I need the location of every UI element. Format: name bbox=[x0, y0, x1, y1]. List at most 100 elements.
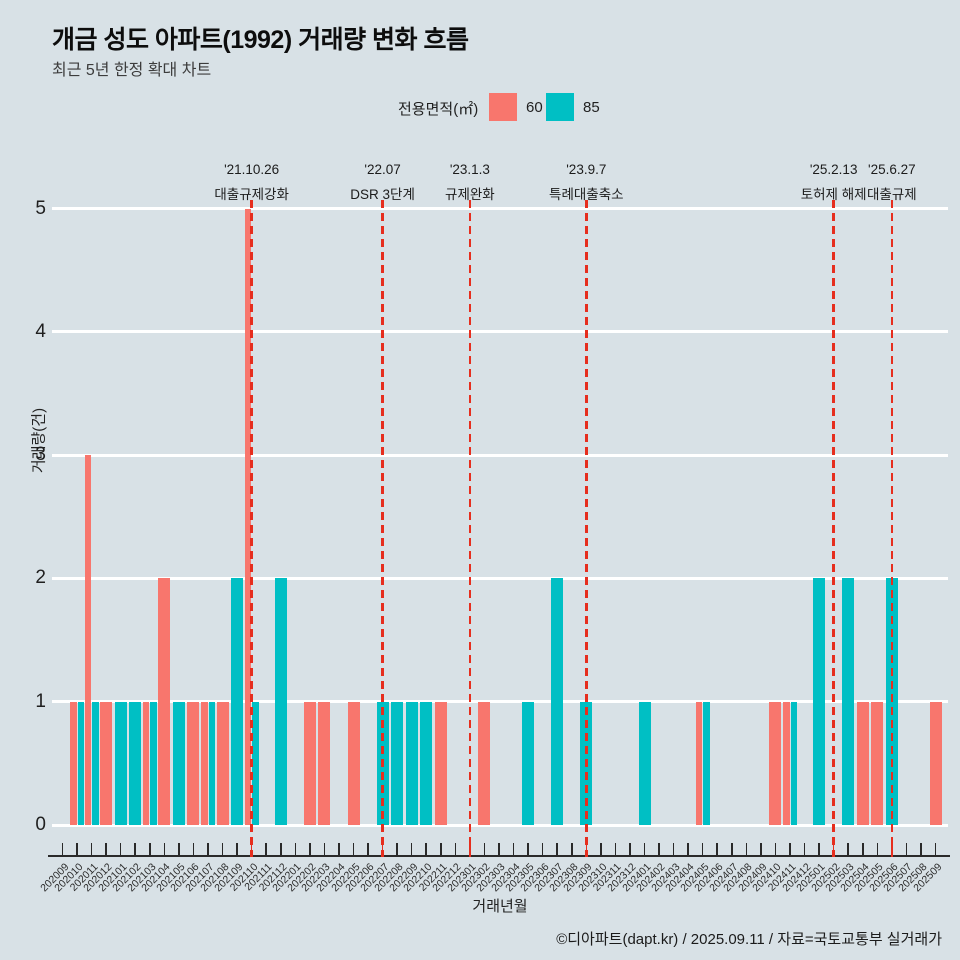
x-tick-202501 bbox=[818, 843, 820, 855]
bar-85-202208 bbox=[391, 701, 404, 825]
bar-60-202110 bbox=[244, 208, 252, 825]
bar-85-202101 bbox=[114, 701, 127, 825]
x-tick-202311 bbox=[614, 843, 617, 855]
bar-85-202105 bbox=[172, 701, 185, 825]
x-tick-202402 bbox=[658, 843, 660, 855]
event-date-202207: '22.07 bbox=[364, 162, 401, 177]
bar-85-202307 bbox=[551, 578, 564, 825]
legend-swatch-60 bbox=[489, 93, 517, 121]
x-tick-202011 bbox=[90, 843, 93, 855]
page-title: 개금 성도 아파트(1992) 거래량 변화 흐름 bbox=[52, 26, 469, 54]
x-tick-202103 bbox=[149, 843, 151, 855]
bar-60-202411 bbox=[783, 701, 790, 825]
x-tick-202509 bbox=[934, 843, 937, 855]
x-tick-202104 bbox=[163, 843, 166, 855]
y-tick-label-3: 3 bbox=[35, 444, 46, 466]
bar-60-202010 bbox=[70, 701, 77, 825]
x-tick-202209 bbox=[410, 843, 413, 855]
x-tick-202305 bbox=[527, 843, 529, 855]
x-tick-202210 bbox=[425, 843, 428, 855]
x-tick-202012 bbox=[105, 843, 107, 855]
x-tick-202203 bbox=[323, 843, 326, 855]
event-label-202207: DSR 3단계 bbox=[350, 187, 415, 202]
x-tick-202111 bbox=[265, 843, 267, 855]
bar-85-202010 bbox=[77, 701, 85, 825]
x-tick-202204 bbox=[338, 843, 340, 855]
x-tick-202206 bbox=[367, 843, 369, 855]
y-tick-label-5: 5 bbox=[35, 197, 46, 219]
event-line-202301 bbox=[468, 200, 472, 857]
x-axis-line bbox=[48, 855, 950, 857]
bar-85-202401 bbox=[638, 701, 651, 825]
x-tick-202408 bbox=[745, 843, 748, 855]
bar-60-202011 bbox=[84, 455, 92, 825]
bar-60-202505 bbox=[871, 701, 884, 825]
event-label-202506: 대출규제 bbox=[867, 187, 917, 202]
bar-60-202106 bbox=[187, 701, 200, 825]
x-tick-202205 bbox=[352, 843, 355, 855]
x-tick-202405 bbox=[701, 843, 704, 855]
x-tick-202009 bbox=[61, 843, 64, 855]
event-date-202309: '23.9.7 bbox=[566, 162, 607, 177]
x-tick-202308 bbox=[570, 843, 573, 855]
x-tick-202211 bbox=[440, 843, 442, 855]
x-tick-202106 bbox=[192, 843, 195, 855]
gridline-y0 bbox=[52, 823, 948, 827]
bar-85-202102 bbox=[129, 701, 142, 825]
bar-85-202209 bbox=[405, 701, 418, 825]
event-label-202309: 특례대출축소 bbox=[549, 187, 624, 202]
gridline-y2 bbox=[52, 576, 948, 580]
x-tick-202303 bbox=[498, 843, 500, 855]
bar-85-202110 bbox=[252, 701, 259, 825]
bar-85-202011 bbox=[92, 701, 99, 825]
x-tick-202406 bbox=[716, 843, 719, 855]
x-tick-202107 bbox=[207, 843, 209, 855]
x-tick-202403 bbox=[672, 843, 675, 855]
y-tick-label-1: 1 bbox=[35, 690, 46, 712]
bar-85-202107 bbox=[208, 701, 215, 825]
x-tick-202101 bbox=[119, 843, 122, 855]
x-tick-202102 bbox=[134, 843, 137, 855]
event-line-202110 bbox=[250, 200, 253, 857]
bar-60-202104 bbox=[158, 578, 171, 825]
legend-swatch-85 bbox=[546, 93, 574, 121]
gridline-y4 bbox=[52, 330, 948, 334]
x-tick-202109 bbox=[236, 843, 238, 855]
x-tick-202503 bbox=[847, 843, 849, 855]
x-tick-202409 bbox=[760, 843, 762, 855]
bar-85-202305 bbox=[522, 701, 535, 825]
bar-60-202103 bbox=[142, 701, 150, 825]
bar-60-202205 bbox=[347, 701, 360, 825]
x-tick-202508 bbox=[920, 843, 922, 855]
bar-60-202203 bbox=[318, 701, 331, 825]
bar-85-202103 bbox=[150, 701, 157, 825]
x-tick-202202 bbox=[309, 843, 311, 855]
x-tick-202201 bbox=[294, 843, 297, 855]
y-axis-title: 거래량(건) bbox=[30, 407, 48, 474]
event-date-202506: '25.6.27 bbox=[868, 162, 916, 177]
event-label-202301: 규제완화 bbox=[445, 187, 495, 202]
event-line-202502 bbox=[832, 200, 835, 857]
bar-60-202108 bbox=[216, 701, 229, 825]
y-tick-label-4: 4 bbox=[35, 320, 46, 342]
event-line-202506 bbox=[890, 200, 894, 857]
x-tick-202307 bbox=[556, 843, 558, 855]
source-credit: ©디아파트(dapt.kr) / 2025.09.11 / 자료=국토교통부 실… bbox=[556, 931, 942, 948]
gridline-y5 bbox=[52, 207, 948, 210]
gridline-y3 bbox=[52, 453, 948, 457]
bar-60-202107 bbox=[201, 701, 208, 825]
page-subtitle: 최근 5년 한정 확대 차트 bbox=[52, 62, 212, 79]
bar-85-202210 bbox=[420, 701, 433, 825]
event-date-202502: '25.2.13 bbox=[809, 162, 858, 177]
legend-title: 전용면적(㎡) bbox=[398, 101, 479, 118]
x-tick-202312 bbox=[629, 843, 631, 855]
bar-85-202503 bbox=[842, 578, 855, 825]
x-tick-202412 bbox=[803, 843, 806, 855]
bar-60-202012 bbox=[100, 701, 113, 825]
y-tick-label-2: 2 bbox=[35, 567, 46, 589]
bar-85-202501 bbox=[813, 578, 826, 825]
bar-60-202509 bbox=[929, 701, 942, 825]
x-tick-202401 bbox=[643, 843, 646, 855]
gridline-y1 bbox=[52, 700, 948, 704]
